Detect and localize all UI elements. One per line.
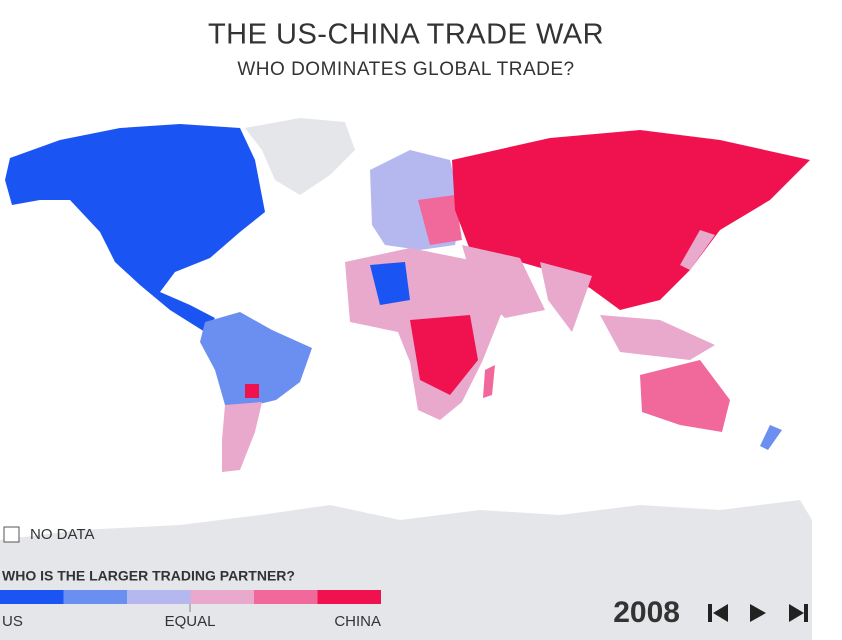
legend-swatch <box>317 590 381 604</box>
madagascar <box>483 365 495 398</box>
europe-east <box>418 195 462 245</box>
legend-title: WHO IS THE LARGER TRADING PARTNER? <box>2 568 295 584</box>
icon <box>713 604 728 622</box>
legend-swatch <box>0 590 64 604</box>
icon <box>750 604 766 622</box>
legend-bar <box>0 590 381 604</box>
se-asia <box>600 315 715 360</box>
paraguay <box>245 384 259 398</box>
subtitle: WHO DOMINATES GLOBAL TRADE? <box>237 59 574 80</box>
skip-end-button[interactable] <box>789 604 808 622</box>
africa-blue <box>370 262 410 305</box>
legend-right: CHINA <box>334 613 381 630</box>
no-data-swatch <box>3 526 20 543</box>
skip-start-button[interactable] <box>708 604 728 622</box>
legend-swatch <box>63 590 127 604</box>
no-data-label: NO DATA <box>30 526 94 543</box>
japan <box>680 230 715 270</box>
legend-swatch <box>254 590 318 604</box>
north-america <box>5 124 265 332</box>
legend-swatch <box>127 590 191 604</box>
africa-red <box>410 315 478 395</box>
play-button[interactable] <box>750 604 766 622</box>
legend-swatch <box>190 590 254 604</box>
australia <box>640 360 730 432</box>
icon <box>789 604 804 622</box>
antarctica <box>0 500 812 640</box>
middle-east <box>462 245 545 318</box>
world-map <box>0 118 812 640</box>
icon <box>804 604 808 622</box>
southern-cone <box>222 402 262 472</box>
legend-left: US <box>2 613 23 630</box>
greenland <box>245 118 355 195</box>
title: THE US-CHINA TRADE WAR <box>208 19 604 51</box>
year: 2008 <box>613 596 680 629</box>
south-america <box>200 312 312 405</box>
legend-middle: EQUAL <box>165 613 216 630</box>
india <box>540 262 592 332</box>
icon <box>708 604 712 622</box>
new-zealand <box>760 425 782 450</box>
